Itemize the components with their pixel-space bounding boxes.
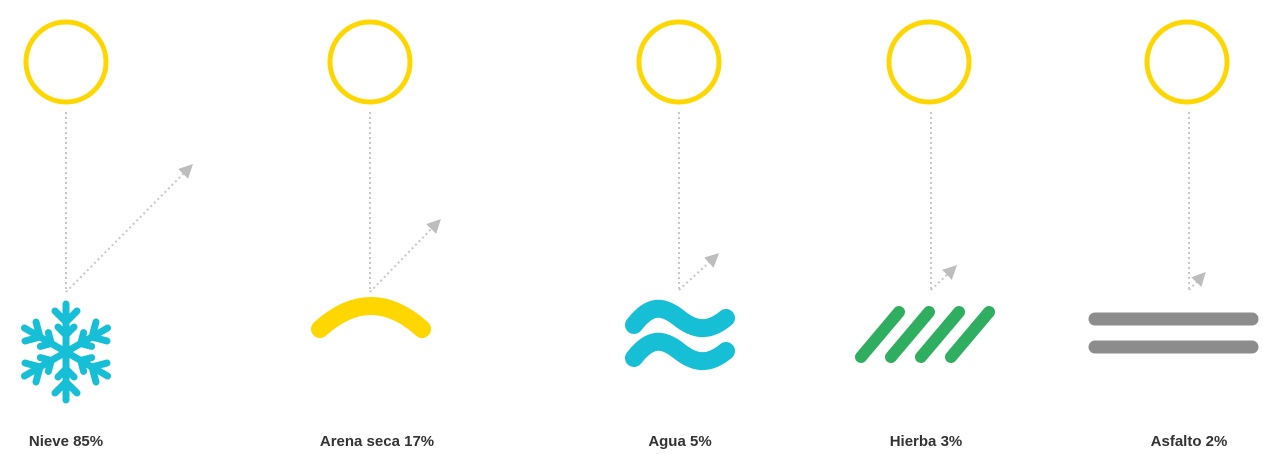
surface-column-snow: Nieve 85% <box>20 19 193 450</box>
sand-dune-icon <box>311 297 431 338</box>
reflected-ray <box>1188 271 1206 291</box>
surface-label-asphalt: Asfalto 2% <box>1151 433 1228 450</box>
surface-column-grass: Hierba 3% <box>855 19 995 450</box>
reflected-ray <box>369 218 441 293</box>
snowflake-arm <box>62 318 112 356</box>
snowflake-arm <box>51 300 81 356</box>
asphalt-lines-icon <box>1088 312 1259 354</box>
surface-column-asphalt: Asfalto 2% <box>1088 19 1259 450</box>
reflected-ray <box>678 253 720 291</box>
water-waves-icon <box>625 299 735 371</box>
reflected-ray <box>930 265 958 291</box>
snowflake-arm <box>51 348 81 404</box>
sun-ring <box>636 19 722 105</box>
snowflake-arm <box>20 348 70 386</box>
grass-stripes-icon <box>855 306 995 363</box>
sun-ring <box>23 19 109 105</box>
surface-label-grass: Hierba 3% <box>890 433 963 450</box>
sun-ring <box>886 19 972 105</box>
reflected-ray <box>65 164 193 293</box>
surface-column-water: Agua 5% <box>625 19 735 450</box>
surface-label-water: Agua 5% <box>648 433 711 450</box>
surface-column-dry-sand: Arena seca 17% <box>311 19 441 450</box>
snowflake-arm <box>20 318 70 356</box>
surface-label-snow: Nieve 85% <box>29 433 103 450</box>
snowflake-arm <box>62 348 112 386</box>
snowflake-icon <box>20 300 112 404</box>
sun-ring <box>327 19 413 105</box>
surface-label-dry-sand: Arena seca 17% <box>320 433 434 450</box>
sun-ring <box>1144 19 1230 105</box>
